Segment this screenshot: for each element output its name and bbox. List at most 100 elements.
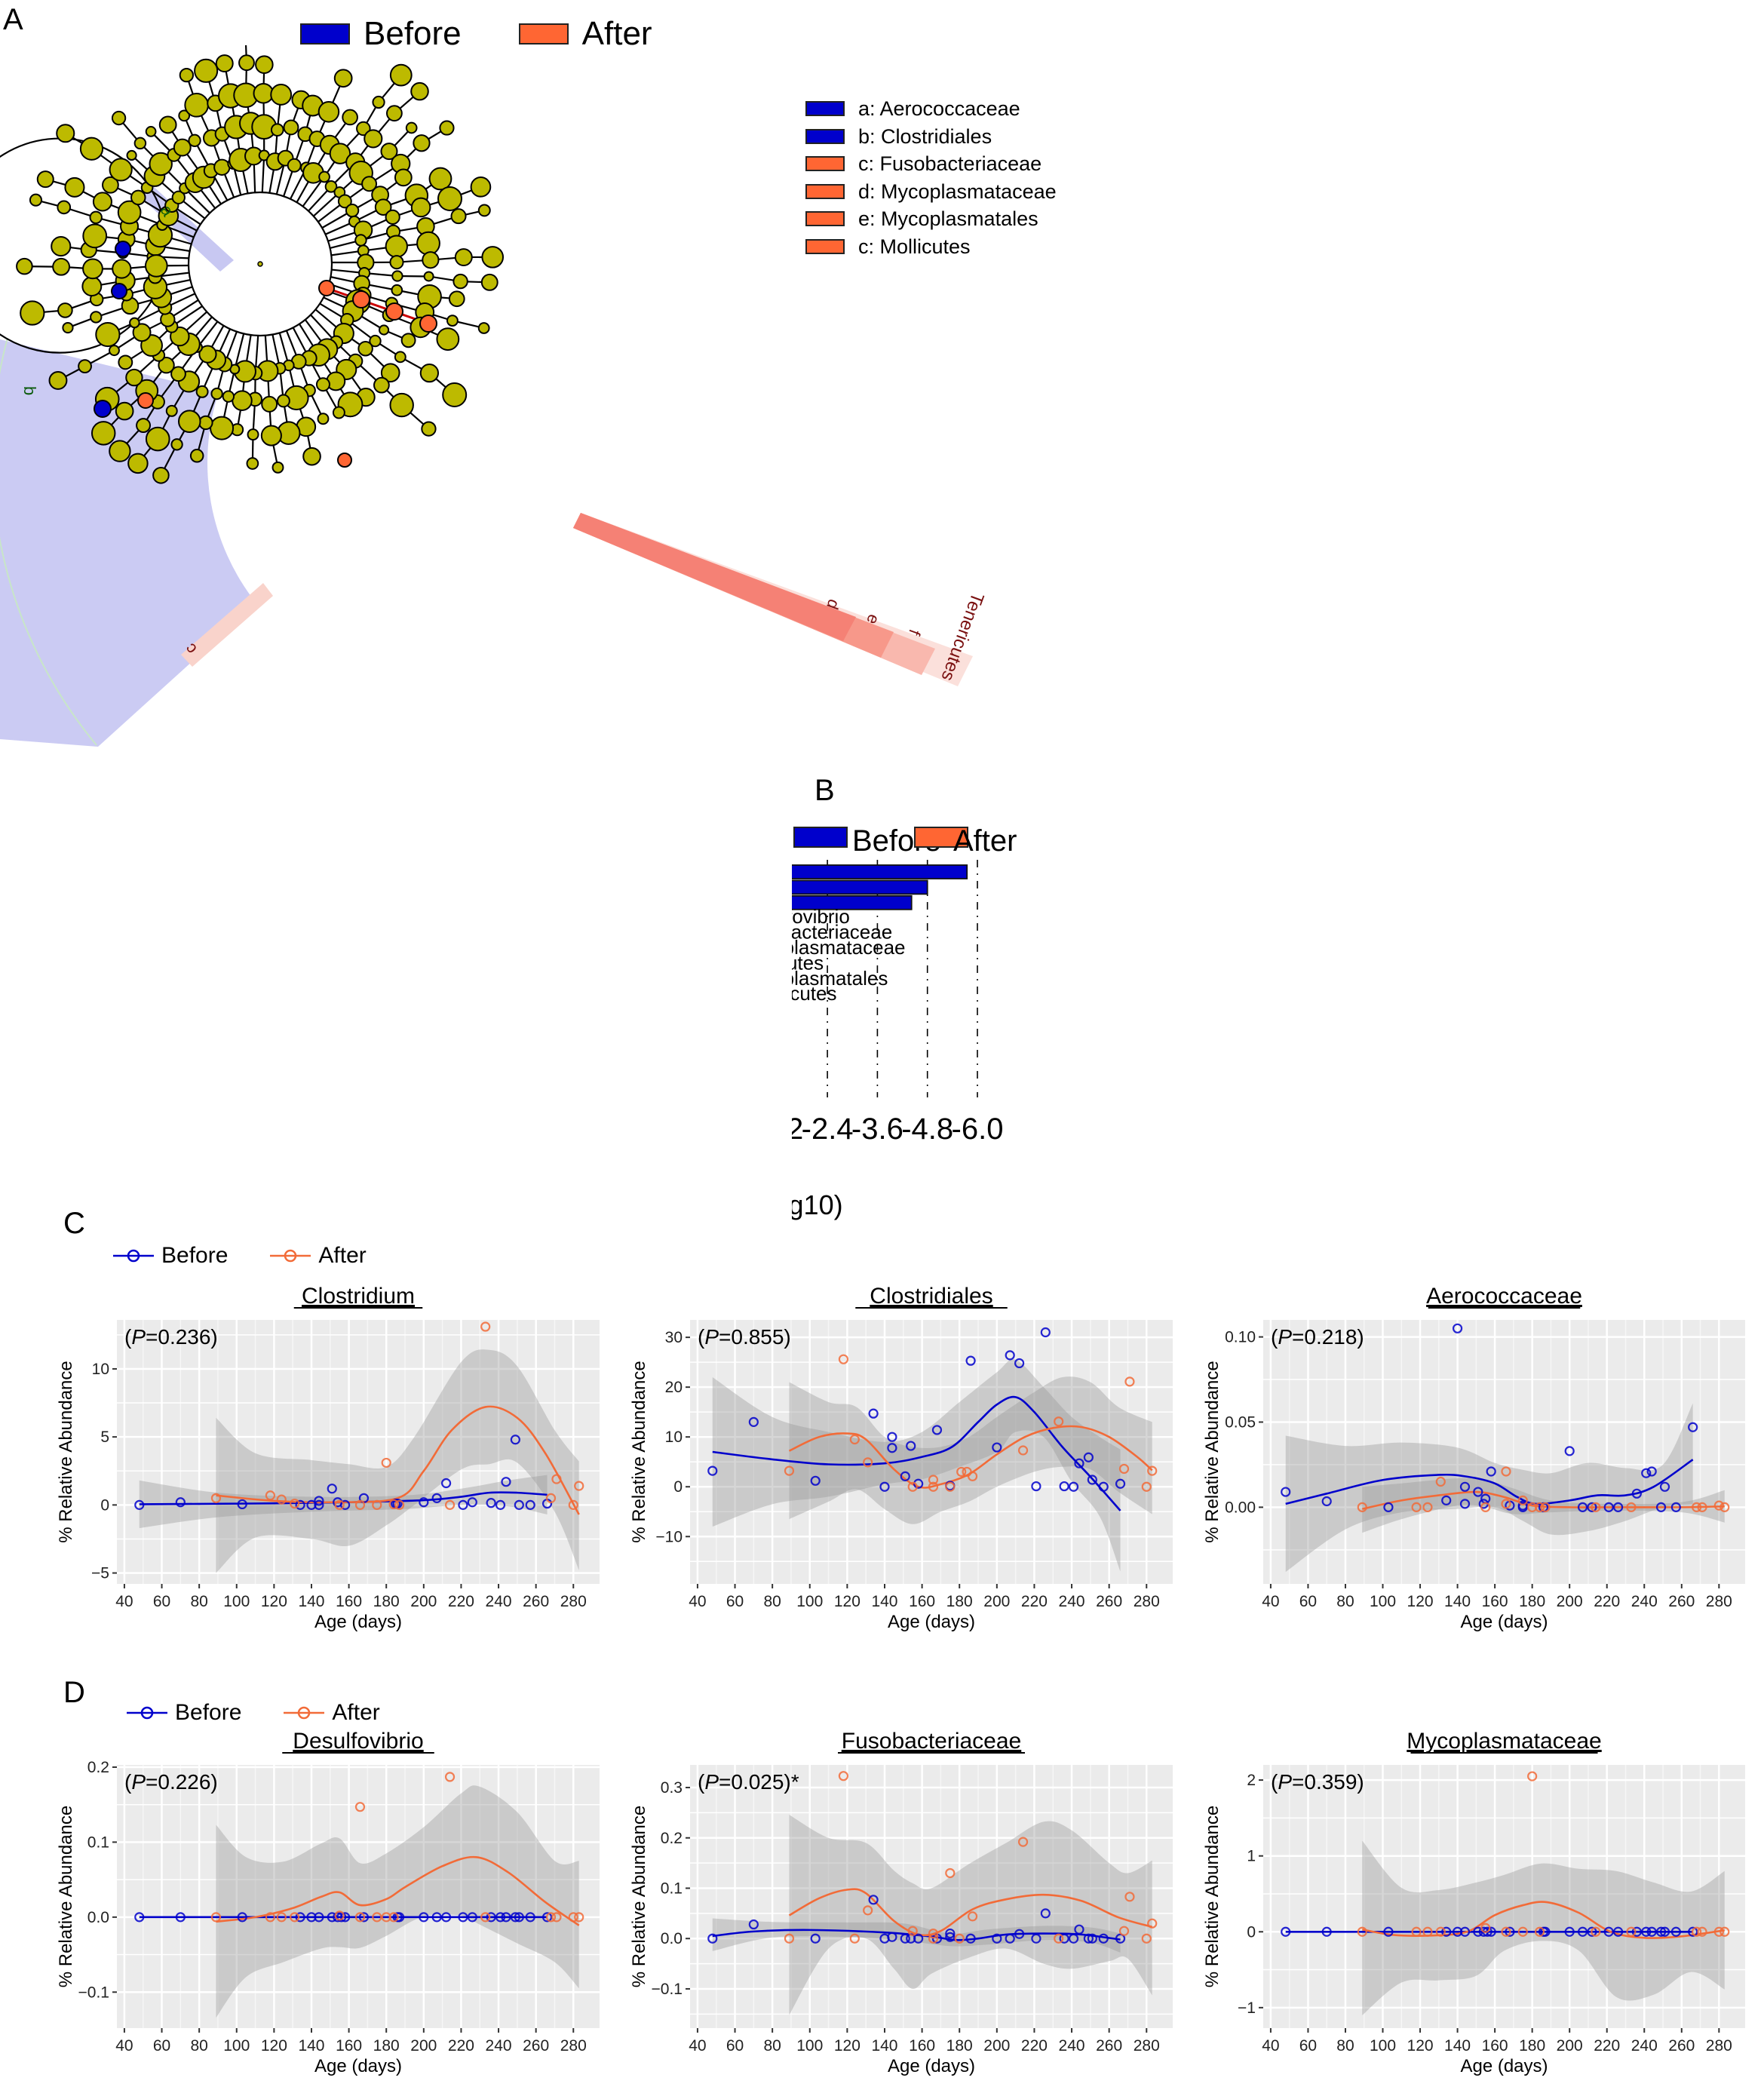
data-point-before xyxy=(525,1499,535,1510)
clad-node xyxy=(16,257,33,275)
clade-legend-label: a: Aerococcaceae xyxy=(858,97,1020,120)
x-tick-label: 140 xyxy=(298,2037,324,2055)
panel-d-letter: D xyxy=(63,1676,85,1709)
before-line-marker-icon xyxy=(113,1249,154,1263)
x-tick-label: 200 xyxy=(983,1593,1010,1610)
clad-node xyxy=(126,149,137,161)
data-point-after xyxy=(956,1466,967,1478)
clad-node xyxy=(158,115,177,134)
legend-label-after: After xyxy=(581,15,652,52)
clade-label-b: b xyxy=(20,386,39,395)
panel-a-letter: A xyxy=(3,3,23,36)
plot-fusobacteriaceae: Fusobacteriaceae (P=0.025)* 40 60 80 100 120 14… xyxy=(629,1729,1173,2076)
data-point-after xyxy=(290,1912,300,1923)
data-point-before xyxy=(1670,1926,1681,1937)
clad-node xyxy=(302,447,321,466)
confidence-band-before xyxy=(712,1359,1121,1572)
clad-node xyxy=(170,438,183,451)
data-point-after xyxy=(1054,1933,1064,1944)
clade-legend-item: c: Fusobacteriaceae xyxy=(805,150,1057,178)
clad-node xyxy=(413,134,431,152)
data-point-before xyxy=(327,1484,337,1494)
clad-node xyxy=(436,327,460,351)
clad-node xyxy=(111,110,127,126)
clad-node xyxy=(149,152,173,176)
clad-node xyxy=(117,200,142,225)
y-tick-label: 20 xyxy=(665,1379,683,1396)
lda-bar-chart: BeforeAfterClostridiumClostridialesAeroc… xyxy=(792,824,1017,1220)
legend-label-before: Before xyxy=(364,15,462,52)
clad-node-highlight xyxy=(352,290,370,308)
x-tick-label: 180 xyxy=(1519,1593,1545,1610)
x-tick-label: 180 xyxy=(373,1593,400,1610)
x-axis-label: Age (days) xyxy=(314,2056,402,2076)
x-tick-label: 220 xyxy=(1021,1593,1048,1610)
clad-node xyxy=(261,395,278,413)
clad-node xyxy=(144,254,168,278)
clad-node xyxy=(238,54,255,72)
cladogram: a b c d e f Tenericutes xyxy=(0,45,988,747)
x-axis-label: Age (days) xyxy=(888,2056,975,2076)
clad-node xyxy=(422,251,440,269)
x-tick-label: 40 xyxy=(689,1593,706,1610)
x-tick-label: 100 xyxy=(796,1593,823,1610)
data-point-after xyxy=(1141,1481,1152,1492)
data-point-before xyxy=(1459,1499,1471,1509)
clad-node xyxy=(173,138,192,157)
data-point-before xyxy=(440,1912,452,1923)
clade-legend-label: d: Mycoplasmataceae xyxy=(858,180,1057,203)
data-point-before xyxy=(1098,1933,1109,1944)
clad-node-highlight xyxy=(318,280,335,296)
panel-d-legend: Before After xyxy=(127,1700,380,1726)
clade-highlight-b xyxy=(0,339,256,747)
p-value-label: (P=0.855) xyxy=(698,1325,791,1349)
legend-swatch-before xyxy=(793,827,848,848)
data-point-before xyxy=(1014,1358,1025,1369)
data-point-after xyxy=(928,1475,939,1485)
y-tick-label: 30 xyxy=(665,1329,683,1346)
y-axis-label: % Relative Abundance xyxy=(56,1361,76,1543)
legend-item-after: After xyxy=(284,1700,380,1726)
data-point-after xyxy=(1713,1926,1724,1937)
data-point-before xyxy=(1655,1926,1667,1937)
data-point-before xyxy=(945,1928,956,1939)
data-point-before xyxy=(1603,1926,1614,1937)
p-value-label: (P=0.359) xyxy=(1271,1770,1364,1794)
clad-node xyxy=(419,364,440,383)
x-axis-label: Age (days) xyxy=(888,1612,975,1632)
x-axis-label: Age (days) xyxy=(1460,1612,1548,1632)
lda-bar-label: Fusobacteriaceae xyxy=(792,921,892,944)
data-point-before xyxy=(175,1912,186,1923)
clad-node xyxy=(287,158,302,173)
clad-node xyxy=(357,340,373,357)
clad-node xyxy=(416,231,440,256)
x-tick-label: 240 xyxy=(1059,1593,1085,1610)
x-tick-label: 260 xyxy=(523,1593,549,1610)
clad-node xyxy=(260,425,282,447)
y-axis-label: % Relative Abundance xyxy=(1202,1806,1223,1988)
data-point-after xyxy=(276,1912,287,1923)
data-point-after xyxy=(1692,1926,1702,1937)
x-tick-label: 180 xyxy=(1519,2037,1545,2055)
clad-node xyxy=(378,324,390,336)
data-point-before xyxy=(1452,1323,1463,1333)
data-point-before xyxy=(1646,1926,1657,1937)
clad-node xyxy=(194,58,219,83)
data-point-after xyxy=(907,1481,918,1492)
x-tick-label: 160 xyxy=(1482,2037,1508,2055)
data-point-after xyxy=(1435,1926,1446,1937)
x-tick-label: 220 xyxy=(448,2037,474,2055)
plot-background xyxy=(1263,1765,1745,2028)
clad-node xyxy=(470,176,492,198)
clad-node xyxy=(272,461,284,474)
data-point-before xyxy=(992,1442,1002,1453)
data-point-before xyxy=(314,1496,324,1506)
x-tick-label: 200 xyxy=(1557,1593,1583,1610)
data-point-after xyxy=(849,1434,860,1445)
data-point-before xyxy=(419,1912,429,1923)
data-point-after xyxy=(388,1499,399,1510)
clad-node xyxy=(133,137,147,150)
data-point-before xyxy=(913,1933,924,1944)
clad-node xyxy=(51,235,72,257)
confidence-band-after xyxy=(789,1815,1152,2015)
